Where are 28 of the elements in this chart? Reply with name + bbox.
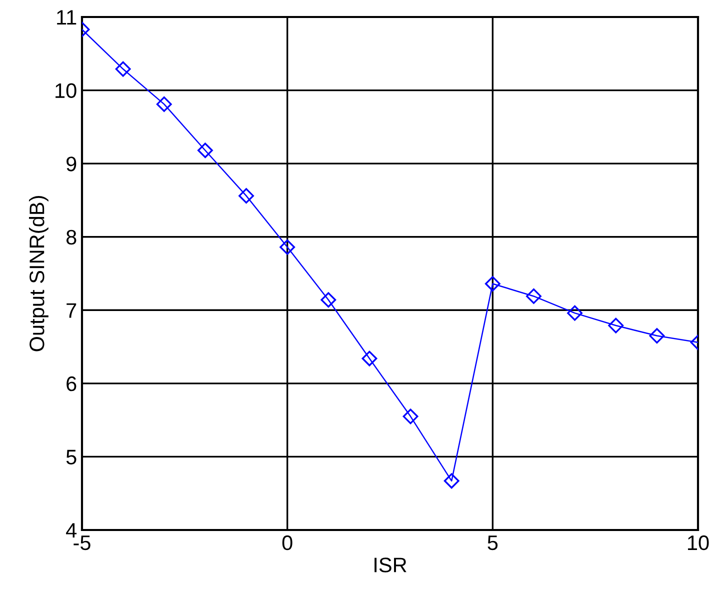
x-tick-label: 5 (488, 536, 498, 550)
point (197, 142, 213, 158)
point (362, 350, 378, 366)
point (402, 408, 418, 424)
point (115, 61, 131, 77)
point (280, 239, 296, 255)
y-tick-label: 7 (66, 303, 76, 318)
x-tick-label: 0 (282, 535, 292, 550)
y-tick-label: 9 (66, 156, 76, 172)
x-tick-label: 10 (688, 535, 709, 550)
y-axis-title: Output SINR(dB) (28, 196, 48, 352)
y-tick-label: 8 (66, 230, 76, 245)
point (608, 318, 624, 334)
point (320, 292, 336, 308)
point (649, 328, 665, 344)
y-tick-label: 11 (57, 10, 76, 25)
y-tick-label: 5 (66, 450, 76, 464)
point (567, 305, 583, 321)
y-tick-label: 4 (66, 523, 77, 538)
x-axis-title: ISR (374, 558, 406, 572)
point (526, 288, 542, 304)
y-tick-label: 10 (56, 83, 76, 98)
point (238, 188, 254, 204)
point (156, 96, 172, 112)
y-tick-label: 6 (66, 376, 76, 392)
x-tick-label: -5 (74, 536, 90, 550)
point (484, 276, 500, 292)
point (444, 473, 460, 489)
